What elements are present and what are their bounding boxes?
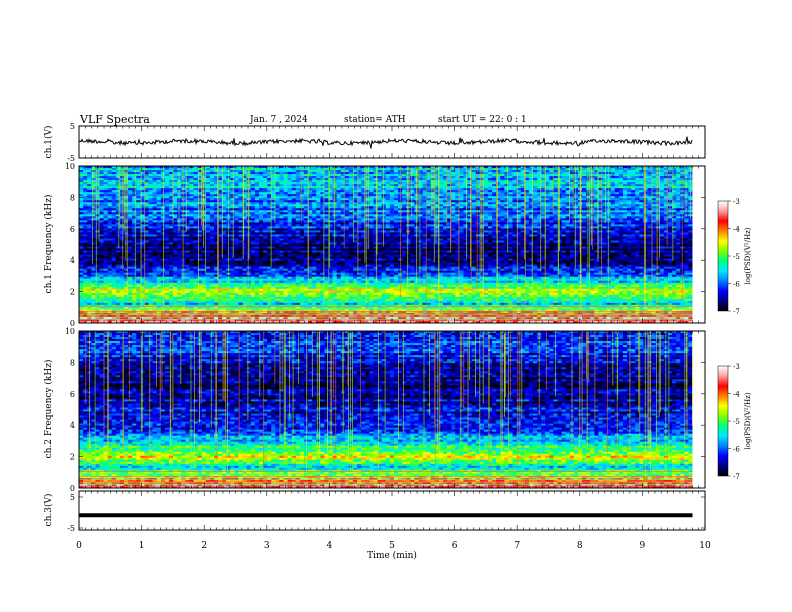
x-tick-label: 5: [389, 541, 395, 551]
x-tick-label: 0: [76, 541, 82, 551]
y-tick-label: 10: [65, 327, 75, 336]
colorbar-tick-label: -7: [733, 308, 740, 316]
colorbar-ch2-label: log(PSD)(V²/Hz): [744, 392, 752, 449]
colorbar-ch2: -3 -4 -5 -6 -7 log(PSD)(V²/Hz): [717, 363, 752, 481]
y-tick-label: 2: [70, 288, 75, 297]
colorbar-tick-label: -3: [733, 198, 740, 206]
y-tick-label: 6: [70, 390, 75, 399]
x-tick-label: 1: [139, 541, 145, 551]
colorbar-tick-label: -4: [733, 226, 740, 234]
ch1-waveform-line: [78, 136, 693, 149]
y-tick-label: 10: [65, 162, 75, 171]
y-tick-label: 0: [70, 484, 75, 493]
time-axis: 0 1 2 3 4 5 6 7 8 9 10: [76, 126, 711, 551]
y-tick-label: 5: [70, 493, 75, 502]
x-tick-label: 9: [640, 541, 646, 551]
time-axis-label: Time (min): [367, 550, 417, 561]
colorbar-tick-label: -7: [733, 473, 740, 481]
y-tick-label: -5: [67, 524, 75, 533]
x-tick-label: 3: [264, 541, 270, 551]
ch1-spectrogram-panel: 10 8 6 4 2 0 ch.1 Frequency (kHz): [43, 162, 706, 328]
station-label: station= ATH: [344, 115, 406, 125]
colorbar-ch1-label: log(PSD)(V²/Hz): [744, 227, 752, 284]
x-tick-label: 8: [577, 541, 583, 551]
x-tick-label: 2: [201, 541, 207, 551]
y-tick-label: 4: [70, 256, 75, 265]
colorbar-tick-label: -5: [733, 253, 740, 261]
x-tick-label: 7: [514, 541, 520, 551]
colorbar-ch2-scale: [717, 365, 729, 477]
ch1-spec-ylabel: ch.1 Frequency (kHz): [43, 195, 54, 294]
y-tick-label: 5: [70, 122, 75, 131]
ch1-ylabel: ch.1(V): [43, 126, 54, 159]
y-tick-label: 8: [70, 193, 75, 202]
ch3-waveform-panel: 5 -5 ch.3(V): [43, 490, 706, 533]
y-tick-label: -5: [67, 154, 75, 163]
x-tick-label: 4: [327, 541, 333, 551]
y-tick-label: 2: [70, 453, 75, 462]
ch2-spectrogram-panel: 10 8 6 4 2 0 ch.2 Frequency (kHz): [43, 327, 706, 493]
colorbar-ch1-scale: [717, 200, 729, 312]
start-time-label: start UT = 22: 0 : 1: [438, 115, 527, 125]
colorbar-tick-label: -6: [733, 281, 740, 289]
x-tick-label: 10: [699, 541, 711, 551]
ch3-frame: [78, 490, 706, 531]
y-tick-label: 4: [70, 421, 75, 430]
colorbar-tick-label: -5: [733, 418, 740, 426]
x-tick-label: 6: [452, 541, 458, 551]
y-tick-label: 6: [70, 225, 75, 234]
colorbar-ch1: -3 -4 -5 -6 -7 log(PSD)(V²/Hz): [717, 198, 752, 316]
colorbar-tick-label: -6: [733, 446, 740, 454]
date-label: Jan. 7 , 2024: [250, 115, 308, 125]
colorbar-tick-label: -4: [733, 391, 740, 399]
ch3-ylabel: ch.3(V): [43, 494, 54, 527]
ch1-waveform-panel: 5 -5 ch.1(V): [43, 122, 706, 163]
figure-title: VLF Spectra: [80, 113, 150, 126]
y-tick-label: 0: [70, 319, 75, 328]
y-tick-label: 8: [70, 358, 75, 367]
ch2-spec-ylabel: ch.2 Frequency (kHz): [43, 360, 54, 459]
colorbar-tick-label: -3: [733, 363, 740, 371]
